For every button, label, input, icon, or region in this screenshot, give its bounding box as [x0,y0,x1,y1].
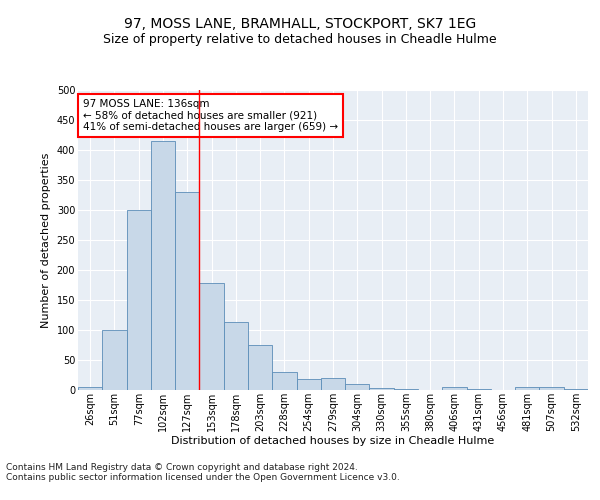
Bar [442,387,467,390]
Bar [296,379,321,390]
Text: Size of property relative to detached houses in Cheadle Hulme: Size of property relative to detached ho… [103,32,497,46]
Bar [515,387,539,390]
Text: 97 MOSS LANE: 136sqm
← 58% of detached houses are smaller (921)
41% of semi-deta: 97 MOSS LANE: 136sqm ← 58% of detached h… [83,99,338,132]
Bar [78,387,102,390]
Bar [539,387,564,390]
Bar [272,372,296,390]
Bar [199,283,224,390]
Bar [370,388,394,390]
Bar [175,192,199,390]
Bar [564,389,588,390]
Bar [321,378,345,390]
Bar [345,384,370,390]
Bar [127,210,151,390]
Bar [102,330,127,390]
Text: Contains HM Land Registry data © Crown copyright and database right 2024.: Contains HM Land Registry data © Crown c… [6,464,358,472]
Bar [394,389,418,390]
X-axis label: Distribution of detached houses by size in Cheadle Hulme: Distribution of detached houses by size … [172,436,494,446]
Bar [151,141,175,390]
Bar [224,322,248,390]
Text: Contains public sector information licensed under the Open Government Licence v3: Contains public sector information licen… [6,474,400,482]
Text: 97, MOSS LANE, BRAMHALL, STOCKPORT, SK7 1EG: 97, MOSS LANE, BRAMHALL, STOCKPORT, SK7 … [124,18,476,32]
Bar [248,345,272,390]
Y-axis label: Number of detached properties: Number of detached properties [41,152,51,328]
